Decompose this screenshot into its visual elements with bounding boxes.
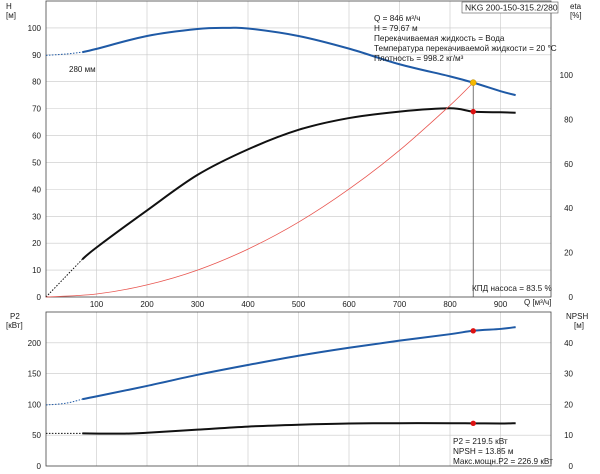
y-left-tick-label: 0: [37, 293, 42, 302]
y-left-tick-label: 90: [32, 51, 41, 60]
axis-ticks: 100 200 300 400 500 600 700 800 9000102030405060…: [28, 24, 574, 471]
x-tick-label: 200: [140, 300, 154, 309]
y-right-label-bottom: NPSH: [566, 312, 588, 321]
model-title-box: [461, 1, 559, 14]
y-left-tick-label-bottom: 200: [28, 339, 42, 348]
eta-curve: [81, 107, 516, 261]
eta-duty-marker: [470, 108, 476, 115]
y-left-tick-label-bottom: 0: [37, 462, 42, 471]
info-line: H = 79.67 м: [374, 24, 418, 33]
y-left-tick-label-bottom: 100: [28, 400, 42, 409]
y-right-tick-label-bottom: 0: [569, 462, 574, 471]
bottom-plot-frame: [45, 311, 552, 467]
info-line: Перекачиваемая жидкость = Вода: [374, 34, 505, 43]
y-right-tick-label: 80: [564, 115, 573, 124]
head-duty-marker: [469, 79, 477, 86]
y-left-unit-top: [м]: [6, 11, 16, 20]
y-left-tick-label: 40: [32, 185, 41, 194]
duty-point-info: Q = 846 м³/ч H = 79.67 м Перекачиваемая …: [374, 14, 557, 63]
x-tick-label: 600: [342, 300, 356, 309]
y-right-tick-label: 20: [564, 249, 573, 258]
y-right-label-top: eta: [570, 2, 582, 11]
npsh-duty-marker: [470, 420, 476, 427]
info-line: Q = 846 м³/ч: [374, 14, 421, 23]
y-right-tick-label: 0: [569, 293, 574, 302]
x-tick-label: 500: [292, 300, 306, 309]
NPSH-curve: [82, 422, 516, 435]
y-left-tick-label: 80: [32, 78, 41, 87]
plot-frames: [45, 0, 552, 467]
x-tick-label: 900: [494, 300, 508, 309]
y-right-tick-label: 60: [564, 160, 573, 169]
y-left-tick-label: 20: [32, 239, 41, 248]
y-left-tick-label: 30: [32, 212, 41, 221]
y-left-tick-label: 60: [32, 132, 41, 141]
p2-duty-marker: [470, 328, 476, 334]
model-title: NKG 200-150-315.2/280: [465, 3, 558, 13]
x-tick-label: 700: [393, 300, 407, 309]
efficiency-note: КПД насоса = 83.5 %: [472, 284, 552, 293]
P2-extrapolated-line: [45, 398, 83, 406]
x-tick-label: 100: [90, 300, 104, 309]
top-plot-frame: [45, 0, 552, 298]
y-left-tick-label-bottom: 50: [32, 431, 41, 440]
x-tick-label: 300: [191, 300, 205, 309]
y-left-label-bottom: P2: [10, 312, 20, 321]
y-left-tick-label: 10: [32, 266, 41, 275]
y-right-unit-top: [%]: [570, 11, 582, 20]
y-left-label-top: H: [6, 2, 12, 11]
x-axis-label: Q [м³/ч]: [524, 298, 551, 307]
y-right-unit-bottom: [м]: [574, 321, 584, 330]
top-grid: [46, 1, 551, 298]
y-right-tick-label-bottom: 40: [564, 339, 573, 348]
info-line: Плотность = 998.2 кг/м³: [374, 54, 464, 63]
y-left-tick-label: 50: [32, 158, 41, 167]
eta-extrapolated-line: [45, 258, 83, 298]
power-info-line: NPSH = 13.85 м: [453, 447, 514, 456]
P2-curve: [82, 326, 516, 401]
y-right-tick-label-bottom: 30: [564, 370, 573, 379]
y-left-tick-label: 70: [32, 105, 41, 114]
top-series: [45, 26, 516, 298]
y-left-unit-bottom: [кВт]: [6, 321, 23, 330]
y-left-tick-label: 100: [28, 24, 42, 33]
y-left-tick-label-bottom: 150: [28, 370, 42, 379]
x-tick-label: 800: [443, 300, 457, 309]
power-info: P2 = 219.5 кВт NPSH = 13.85 м Макс.мощн.…: [453, 437, 553, 466]
y-right-tick-label-bottom: 20: [564, 400, 573, 409]
y-right-tick-label: 100: [560, 71, 574, 80]
x-tick-label: 400: [241, 300, 255, 309]
info-line: Температура перекачиваемой жидкости = 20…: [374, 44, 557, 53]
y-right-tick-label: 40: [564, 204, 573, 213]
impeller-diameter-label: 280 мм: [69, 65, 96, 74]
bottom-series: [45, 326, 516, 435]
system_curve-curve: [45, 82, 474, 298]
power-info-line: P2 = 219.5 кВт: [453, 437, 508, 446]
y-right-tick-label-bottom: 10: [564, 431, 573, 440]
power-info-line: Макс.мощн.P2 = 226.9 кВт: [453, 457, 553, 466]
